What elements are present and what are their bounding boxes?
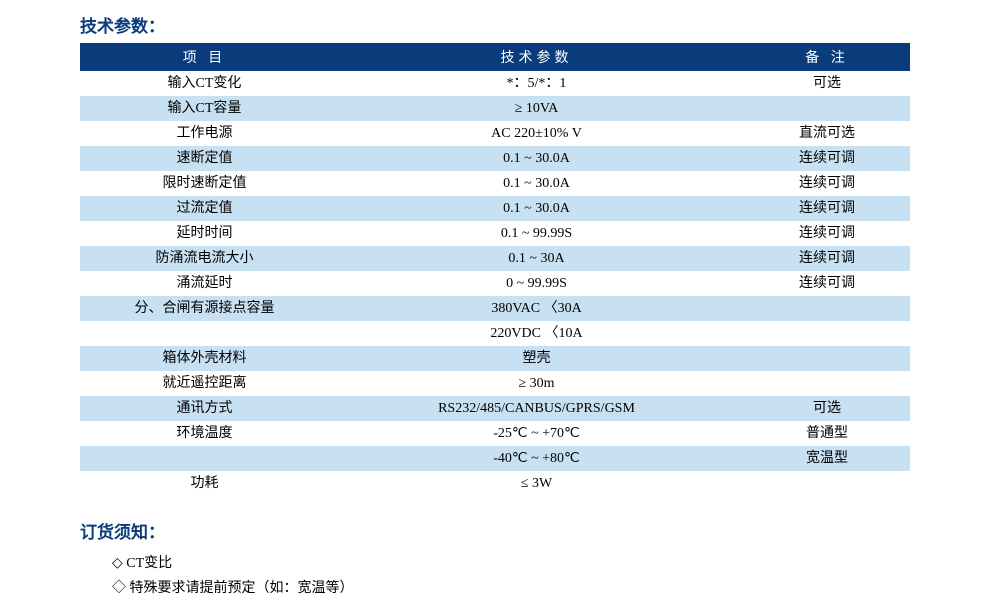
cell-item: 防涌流电流大小 <box>80 246 329 271</box>
cell-remark: 连续可调 <box>744 246 910 271</box>
cell-remark: 连续可调 <box>744 271 910 296</box>
table-row: 限时速断定值0.1 ~ 30.0A连续可调 <box>80 171 910 196</box>
cell-item: 限时速断定值 <box>80 171 329 196</box>
cell-remark <box>744 346 910 371</box>
tech-params-heading: 技术参数： <box>80 12 910 37</box>
table-row: 输入CT变化*：5/*：1可选 <box>80 71 910 96</box>
cell-param: 0.1 ~ 30.0A <box>329 196 744 221</box>
cell-param: 0.1 ~ 99.99S <box>329 221 744 246</box>
cell-param: 塑壳 <box>329 346 744 371</box>
cell-remark <box>744 296 910 321</box>
table-row: 延时时间0.1 ~ 99.99S连续可调 <box>80 221 910 246</box>
cell-remark: 可选 <box>744 396 910 421</box>
cell-remark: 直流可选 <box>744 121 910 146</box>
table-body: 输入CT变化*：5/*：1可选输入CT容量≥ 10VA工作电源AC 220±10… <box>80 71 910 496</box>
cell-remark: 连续可调 <box>744 196 910 221</box>
table-row: 箱体外壳材料塑壳 <box>80 346 910 371</box>
table-row: 就近遥控距离≥ 30m <box>80 371 910 396</box>
cell-item: 输入CT容量 <box>80 96 329 121</box>
cell-item: 过流定值 <box>80 196 329 221</box>
table-row: 分、合闸有源接点容量380VAC 〈30A <box>80 296 910 321</box>
cell-param: RS232/485/CANBUS/GPRS/GSM <box>329 396 744 421</box>
ordering-item: CT变比 <box>112 551 910 576</box>
cell-remark: 连续可调 <box>744 221 910 246</box>
col-header-remark: 备 注 <box>744 43 910 71</box>
cell-item: 就近遥控距离 <box>80 371 329 396</box>
table-row: 通讯方式RS232/485/CANBUS/GPRS/GSM可选 <box>80 396 910 421</box>
cell-param: ≥ 10VA <box>329 96 744 121</box>
cell-item: 箱体外壳材料 <box>80 346 329 371</box>
table-row: 速断定值0.1 ~ 30.0A连续可调 <box>80 146 910 171</box>
cell-item: 环境温度 <box>80 421 329 446</box>
cell-remark: 宽温型 <box>744 446 910 471</box>
cell-remark: 普通型 <box>744 421 910 446</box>
col-header-item: 项 目 <box>80 43 329 71</box>
cell-param: AC 220±10% V <box>329 121 744 146</box>
cell-param: *：5/*：1 <box>329 71 744 96</box>
cell-param: -25℃ ~ +70℃ <box>329 421 744 446</box>
cell-param: 0.1 ~ 30.0A <box>329 171 744 196</box>
cell-item: 通讯方式 <box>80 396 329 421</box>
cell-remark: 连续可调 <box>744 146 910 171</box>
table-row: 过流定值0.1 ~ 30.0A连续可调 <box>80 196 910 221</box>
cell-param: ≥ 30m <box>329 371 744 396</box>
cell-item <box>80 321 329 346</box>
cell-item <box>80 446 329 471</box>
tech-params-table: 项 目 技术参数 备 注 输入CT变化*：5/*：1可选输入CT容量≥ 10VA… <box>80 43 910 496</box>
cell-item: 涌流延时 <box>80 271 329 296</box>
cell-param: 0.1 ~ 30A <box>329 246 744 271</box>
cell-param: ≤ 3W <box>329 471 744 496</box>
cell-param: 220VDC 〈10A <box>329 321 744 346</box>
cell-param: 0 ~ 99.99S <box>329 271 744 296</box>
table-row: 环境温度-25℃ ~ +70℃普通型 <box>80 421 910 446</box>
cell-remark <box>744 471 910 496</box>
ordering-notice-section: 订货须知： CT变比特殊要求请提前预定（如：宽温等） <box>80 518 910 601</box>
cell-param: -40℃ ~ +80℃ <box>329 446 744 471</box>
ordering-item: 特殊要求请提前预定（如：宽温等） <box>112 576 910 601</box>
cell-item: 速断定值 <box>80 146 329 171</box>
table-row: 涌流延时0 ~ 99.99S连续可调 <box>80 271 910 296</box>
cell-item: 延时时间 <box>80 221 329 246</box>
cell-item: 输入CT变化 <box>80 71 329 96</box>
table-row: 工作电源AC 220±10% V直流可选 <box>80 121 910 146</box>
cell-remark: 可选 <box>744 71 910 96</box>
cell-param: 0.1 ~ 30.0A <box>329 146 744 171</box>
table-row: 功耗≤ 3W <box>80 471 910 496</box>
table-row: -40℃ ~ +80℃宽温型 <box>80 446 910 471</box>
table-header-row: 项 目 技术参数 备 注 <box>80 43 910 71</box>
table-row: 220VDC 〈10A <box>80 321 910 346</box>
table-row: 防涌流电流大小0.1 ~ 30A连续可调 <box>80 246 910 271</box>
cell-remark <box>744 321 910 346</box>
cell-remark: 连续可调 <box>744 171 910 196</box>
cell-item: 工作电源 <box>80 121 329 146</box>
cell-remark <box>744 96 910 121</box>
cell-param: 380VAC 〈30A <box>329 296 744 321</box>
col-header-param: 技术参数 <box>329 43 744 71</box>
cell-remark <box>744 371 910 396</box>
ordering-list: CT变比特殊要求请提前预定（如：宽温等） <box>80 551 910 601</box>
cell-item: 分、合闸有源接点容量 <box>80 296 329 321</box>
ordering-notice-heading: 订货须知： <box>80 518 910 543</box>
table-row: 输入CT容量≥ 10VA <box>80 96 910 121</box>
cell-item: 功耗 <box>80 471 329 496</box>
